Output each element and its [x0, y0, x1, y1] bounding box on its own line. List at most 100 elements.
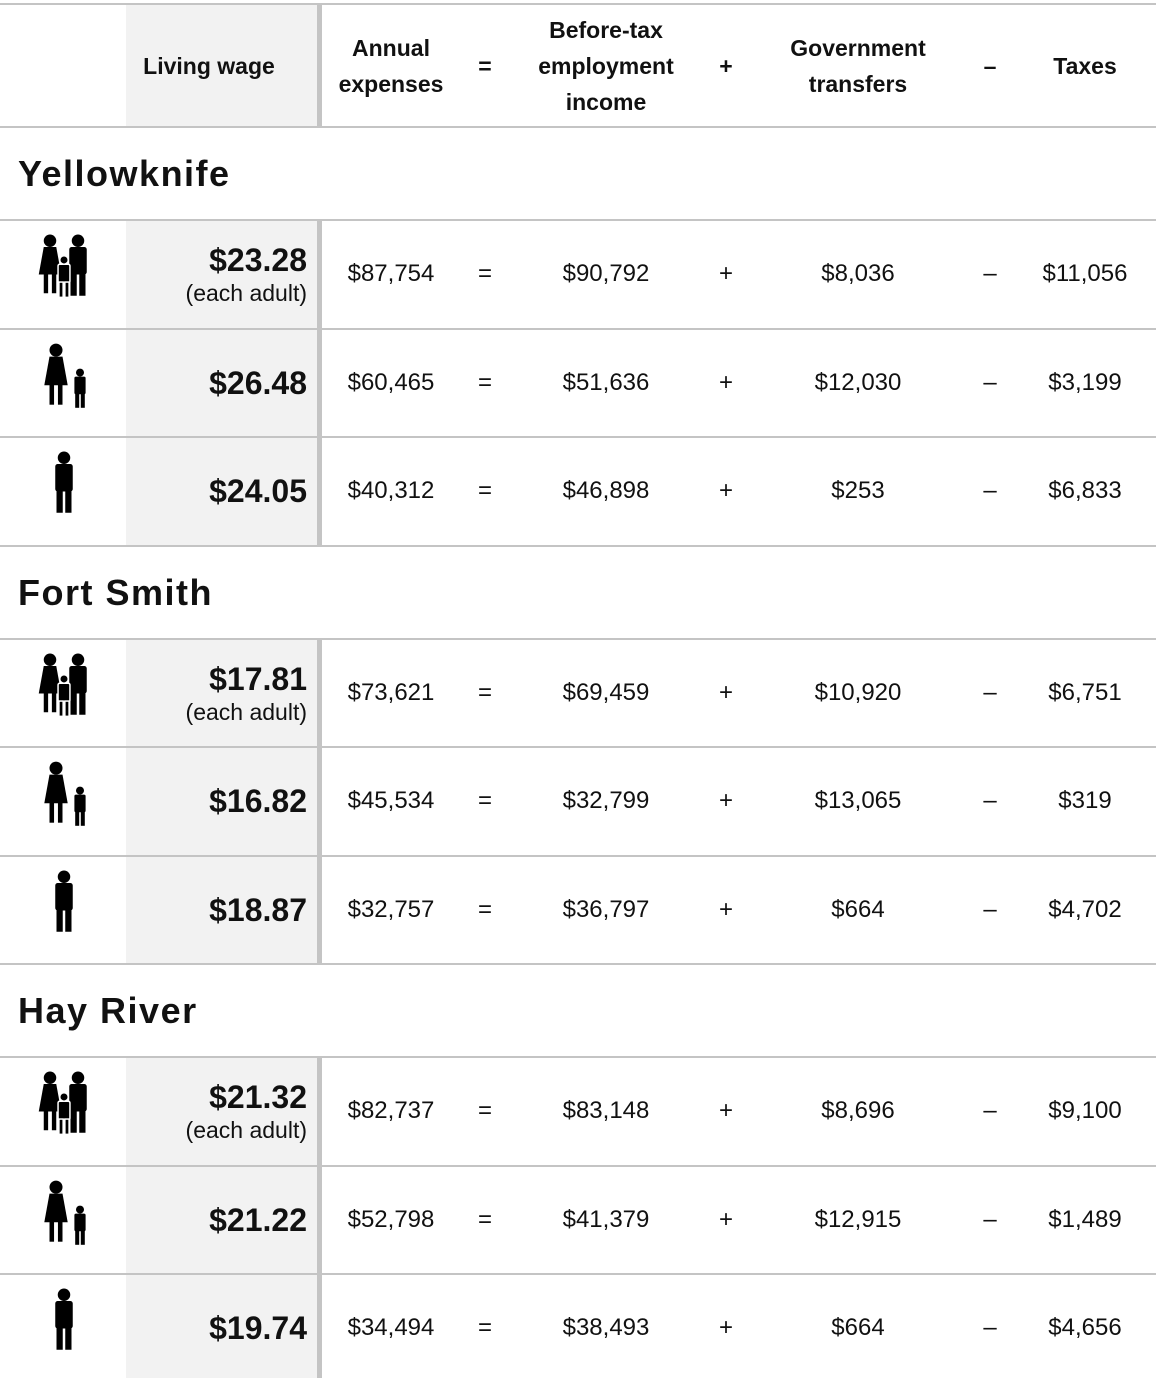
operator: +: [718, 787, 733, 815]
header-living-wage: Living wage: [143, 52, 275, 79]
wage-note: (each adult): [185, 1117, 307, 1144]
wage-column-border: [317, 221, 322, 329]
income-value: $38,493: [562, 1314, 650, 1342]
transfers-value: $664: [831, 1314, 885, 1342]
operator: –: [983, 787, 997, 815]
operator: =: [477, 368, 492, 396]
wage-value: $21.22: [209, 1201, 307, 1238]
row-line: [0, 963, 1156, 965]
header-operator: –: [966, 4, 1014, 127]
city-name: Hay River: [18, 990, 198, 1031]
income-value: $51,636: [562, 368, 650, 396]
section-line: [0, 1056, 1156, 1058]
expenses-value: $87,754: [347, 260, 435, 288]
wage-note: (each adult): [185, 698, 307, 725]
wage-column-border: [317, 1166, 322, 1274]
taxes-value: $6,833: [1048, 477, 1122, 505]
header-text: =: [478, 52, 492, 79]
wage-column-border: [317, 639, 322, 747]
row-line: [0, 544, 1156, 547]
transfers-value: $253: [831, 477, 885, 505]
income-value: $46,898: [562, 477, 650, 505]
operator: =: [477, 477, 492, 505]
transfers-value: $12,030: [814, 368, 902, 396]
transfers-value: $8,696: [821, 1097, 895, 1125]
wage-value: $16.82: [209, 783, 307, 820]
row-line: [0, 327, 1156, 330]
operator: +: [718, 895, 733, 923]
household-icon: [55, 1288, 73, 1350]
transfers-value: $664: [831, 895, 885, 923]
household-icon: [44, 1180, 86, 1245]
expenses-value: $60,465: [347, 368, 435, 396]
operator: +: [718, 477, 733, 505]
household-icon: [55, 451, 73, 513]
taxes-value: $4,702: [1048, 895, 1122, 923]
wage-column-border: [317, 329, 322, 437]
wage-column-border: [317, 1275, 322, 1378]
living-wage: $16.82: [209, 747, 307, 856]
wage-column-bg: [126, 639, 318, 747]
living-wage: $24.05: [209, 437, 307, 546]
taxes-value: $6,751: [1048, 678, 1122, 706]
section-line: [0, 219, 1156, 221]
operator: +: [718, 260, 733, 288]
header-expenses: Annual expenses: [322, 4, 460, 127]
operator: =: [477, 1097, 492, 1125]
header-income: Before-tax employment income: [510, 4, 702, 127]
header-text: Annual expenses: [338, 34, 444, 97]
section-line: [0, 637, 1156, 640]
operator: –: [983, 678, 997, 706]
header-taxes: Taxes: [1014, 4, 1156, 127]
wage-column-bg: [126, 1058, 318, 1166]
header-operator: =: [460, 4, 510, 127]
operator: +: [718, 1314, 733, 1342]
living-wage: $23.28 (each adult): [186, 220, 307, 329]
wage-column-bg: [126, 4, 318, 127]
wage-value: $26.48: [209, 364, 307, 401]
income-value: $69,459: [562, 678, 650, 706]
operator: =: [477, 1314, 492, 1342]
taxes-value: $3,199: [1048, 368, 1122, 396]
expenses-value: $52,798: [347, 1205, 435, 1233]
wage-column-border: [317, 438, 322, 546]
header-text: Government transfers: [790, 34, 926, 97]
row-line: [0, 854, 1156, 857]
taxes-value: $9,100: [1048, 1097, 1122, 1125]
transfers-value: $8,036: [821, 260, 895, 288]
operator: +: [718, 1097, 733, 1125]
taxes-value: $4,656: [1048, 1314, 1122, 1342]
income-value: $83,148: [562, 1097, 650, 1125]
city-name: Fort Smith: [18, 571, 213, 613]
wage-note: (each adult): [185, 280, 307, 307]
operator: –: [983, 477, 997, 505]
header-text: Before-tax employment income: [538, 16, 674, 115]
wage-column-bg: [126, 1275, 318, 1378]
wage-value: $21.32: [209, 1079, 307, 1116]
operator: =: [477, 895, 492, 923]
living-wage: $21.22: [209, 1166, 307, 1275]
wage-value: $23.28: [209, 242, 307, 279]
operator: +: [718, 368, 733, 396]
wage-column-border: [317, 856, 322, 964]
operator: +: [718, 678, 733, 706]
wage-column-bg: [126, 329, 318, 437]
operator: +: [718, 1205, 733, 1233]
household-icon: [38, 234, 87, 299]
operator: –: [983, 1205, 997, 1233]
city-name: Yellowknife: [18, 153, 231, 194]
operator: =: [477, 787, 492, 815]
income-value: $90,792: [562, 260, 650, 288]
wage-column-bg: [126, 438, 318, 546]
wage-value: $18.87: [209, 891, 307, 928]
taxes-value: $11,056: [1042, 260, 1128, 288]
household-icon: [44, 761, 86, 826]
header-transfers: Government transfers: [750, 4, 966, 127]
wage-value: $19.74: [209, 1310, 307, 1347]
header-text: Taxes: [1053, 52, 1117, 79]
row-line: [0, 1273, 1156, 1275]
row-line: [0, 436, 1156, 438]
transfers-value: $10,920: [814, 678, 902, 706]
living-wage: $17.81 (each adult): [186, 639, 307, 748]
expenses-value: $40,312: [347, 477, 435, 505]
